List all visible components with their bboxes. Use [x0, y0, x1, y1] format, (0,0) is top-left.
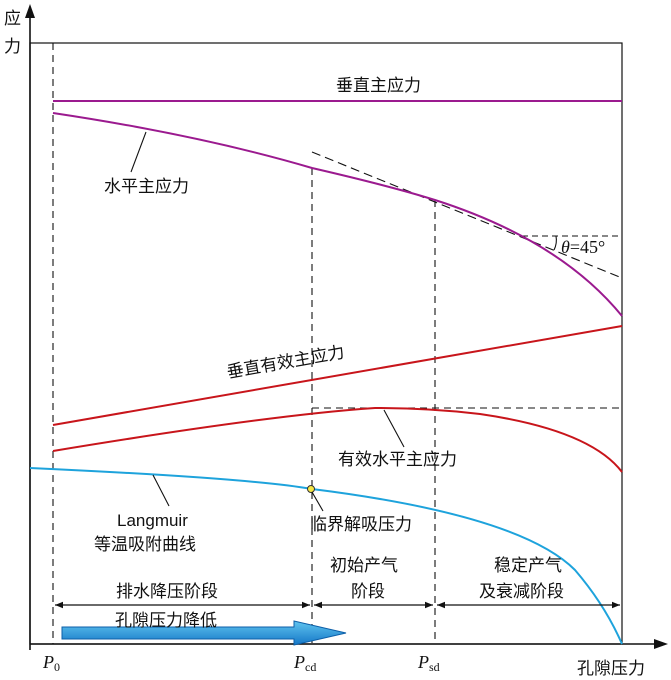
pressure-decrease-arrow [61, 620, 347, 646]
label-stable-stage-1: 稳定产气 [494, 556, 562, 576]
label-stable-stage-2: 及衰减阶段 [479, 582, 564, 602]
x-axis-label: 孔隙压力 [577, 659, 645, 679]
label-isotherm: 等温吸附曲线 [94, 535, 196, 555]
horizontal-effective-curve [52, 406, 623, 473]
plot-frame [29, 42, 623, 645]
vertical-effective-curve [52, 325, 623, 426]
label-pressure-drop: 孔隙压力降低 [115, 611, 217, 631]
y-axis-arrow-icon [25, 4, 35, 18]
horizontal-principal-curve [52, 112, 623, 317]
angle-label: θ=45° [561, 237, 605, 257]
label-initial-stage-1: 初始产气 [330, 556, 398, 576]
label-vertical-principal: 垂直主应力 [336, 76, 421, 96]
tick-pcd: Pcd [293, 652, 316, 674]
label-drainage-stage: 排水降压阶段 [116, 582, 218, 602]
leader-critical [311, 491, 324, 512]
y-axis-label-2: 力 [4, 37, 21, 57]
label-critical-desorption: 临界解吸压力 [310, 515, 412, 535]
label-initial-stage-2: 阶段 [351, 582, 385, 602]
tick-psd: Psd [417, 652, 440, 674]
tangent-line [311, 151, 623, 279]
tick-p0: P0 [42, 652, 60, 674]
leader-langmuir [152, 474, 170, 507]
leader-horizontal-principal [130, 131, 147, 173]
langmuir-curve [29, 467, 623, 645]
label-horizontal-effective: 有效水平主应力 [338, 450, 457, 470]
leader-horizontal-effective [383, 409, 405, 448]
critical-desorption-point [307, 485, 315, 493]
label-langmuir: Langmuir [117, 511, 188, 530]
angle-arc [553, 235, 557, 251]
y-axis-label-1: 应 [4, 9, 21, 29]
label-horizontal-principal: 水平主应力 [104, 177, 189, 197]
x-axis-arrow-icon [654, 639, 668, 649]
